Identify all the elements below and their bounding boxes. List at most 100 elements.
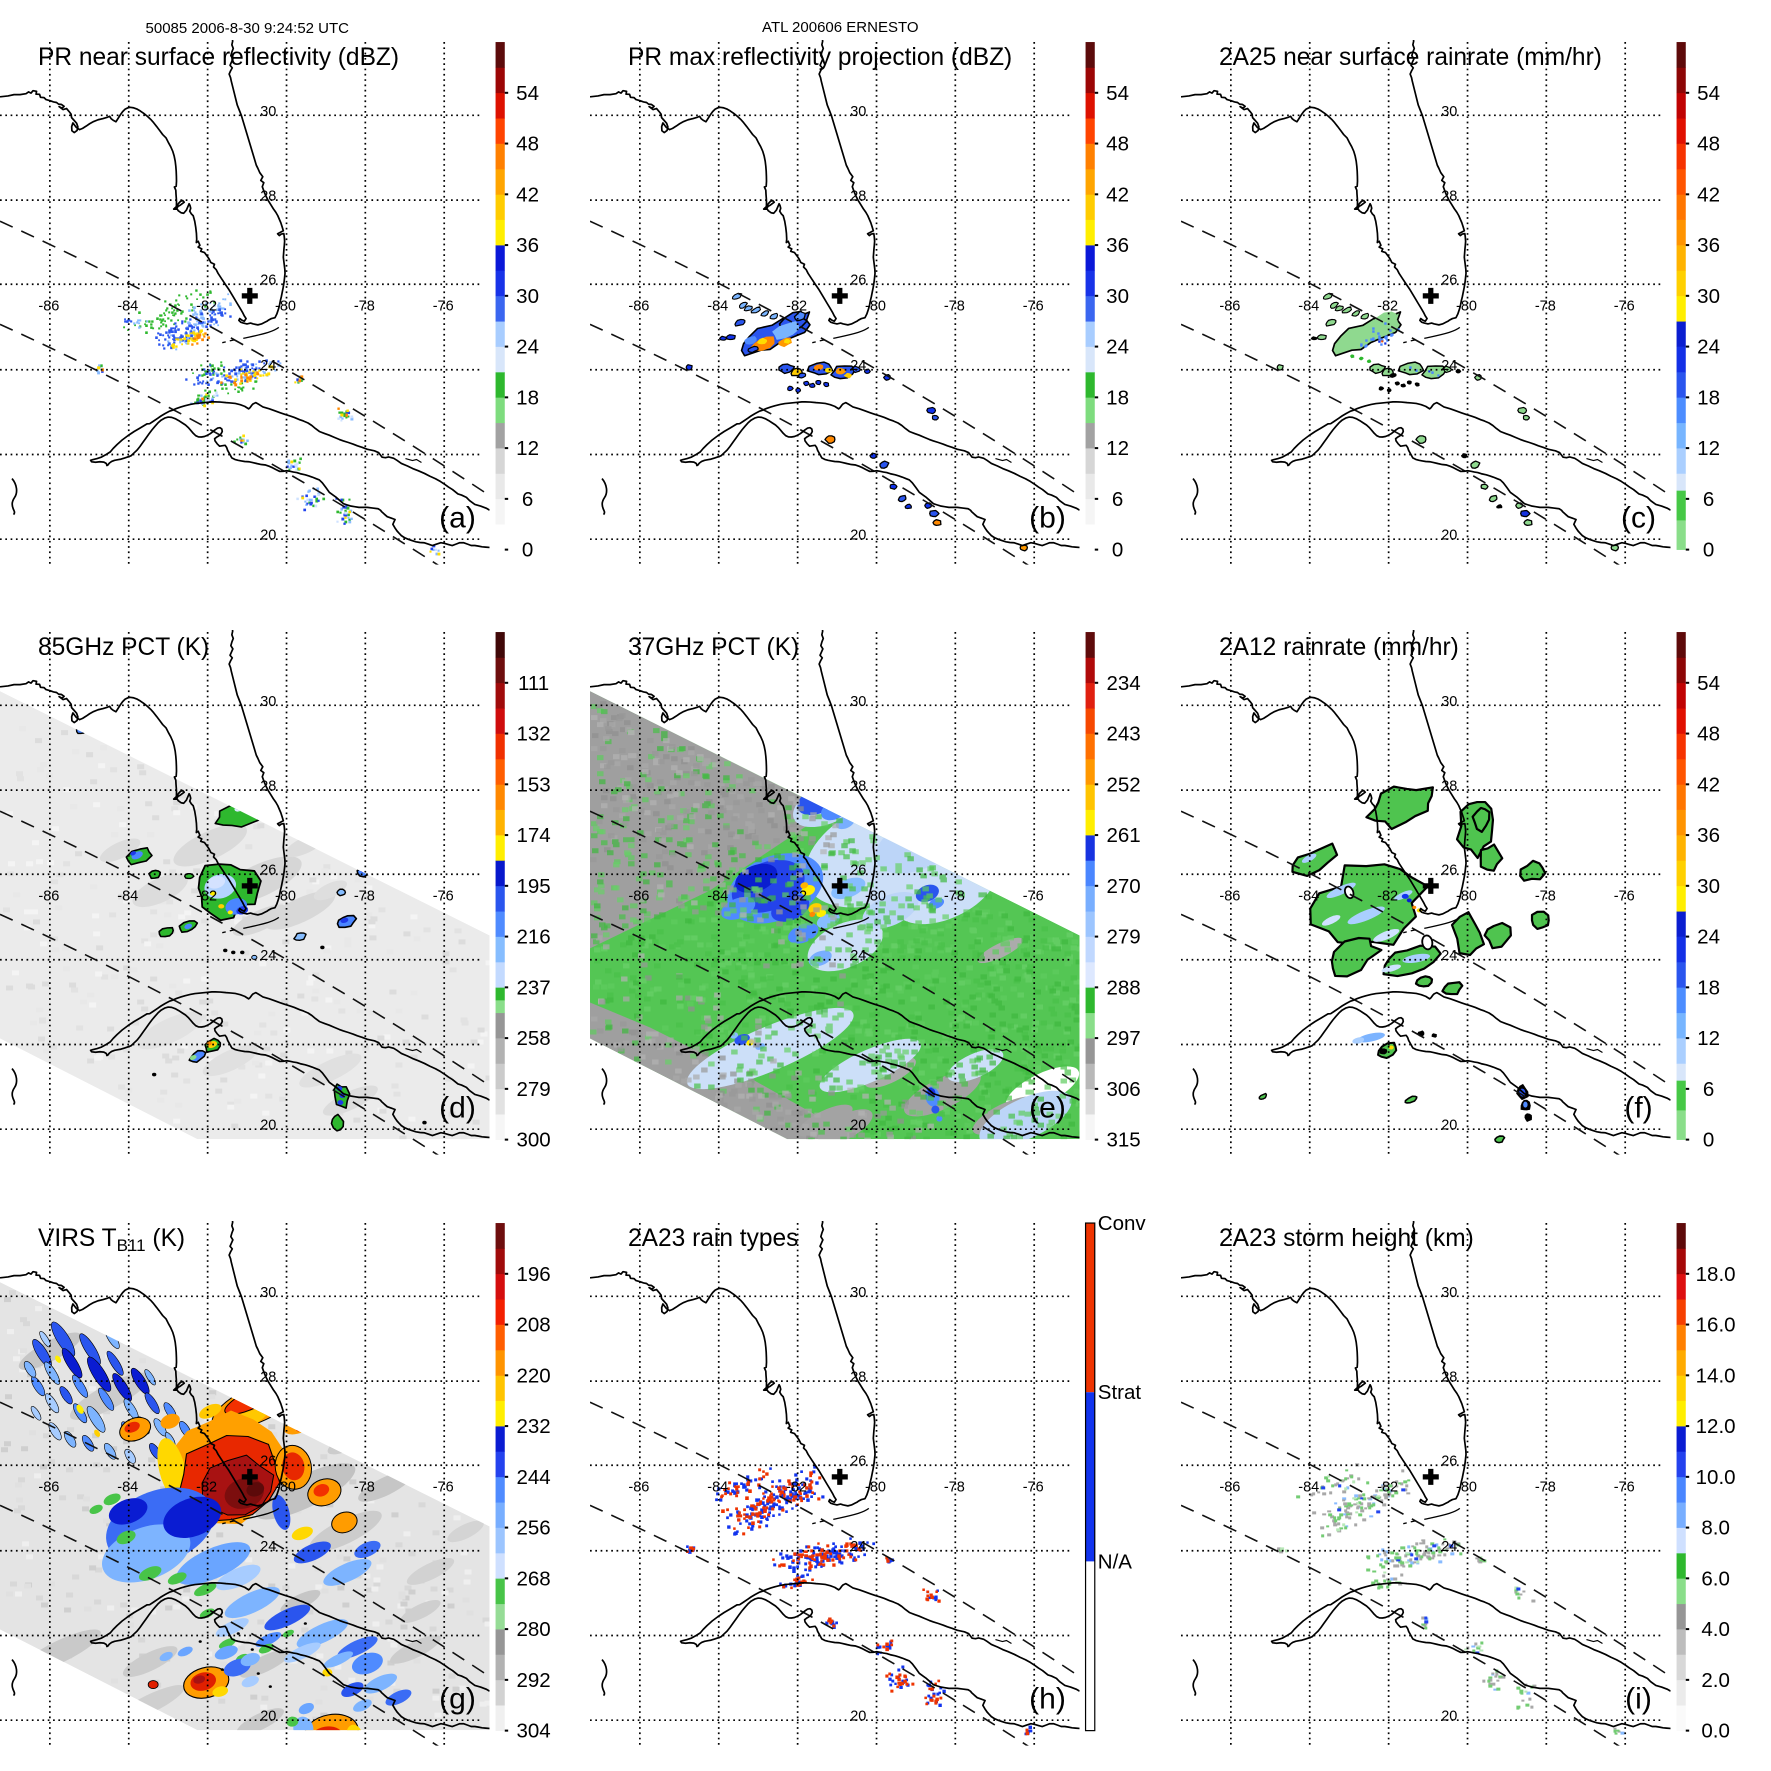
svg-text:30: 30 [260,694,276,710]
svg-text:111: 111 [518,672,549,695]
svg-text:(c): (c) [1621,502,1656,535]
svg-text:36: 36 [1697,824,1720,847]
svg-text:26: 26 [260,1454,276,1470]
svg-text:-84: -84 [707,888,728,904]
svg-text:18: 18 [1697,976,1720,999]
svg-text:244: 244 [516,1466,550,1489]
svg-text:28: 28 [850,779,866,795]
svg-text:196: 196 [516,1263,550,1286]
svg-text:-84: -84 [117,298,138,314]
svg-text:-86: -86 [1219,298,1240,314]
svg-text:8.0: 8.0 [1701,1517,1730,1540]
svg-text:54: 54 [1697,672,1720,695]
svg-text:-76: -76 [1614,1479,1635,1495]
svg-text:-80: -80 [1456,888,1477,904]
svg-text:2A25 near surface rainrate (mm: 2A25 near surface rainrate (mm/hr) [1219,44,1602,71]
svg-text:252: 252 [1106,773,1140,796]
svg-text:28: 28 [260,779,276,795]
svg-text:48: 48 [516,133,539,156]
svg-text:48: 48 [1106,133,1129,156]
svg-text:24: 24 [1697,336,1720,359]
svg-text:(b): (b) [1029,502,1066,535]
svg-text:-78: -78 [1535,888,1556,904]
svg-text:-78: -78 [354,888,375,904]
svg-text:2.0: 2.0 [1701,1669,1730,1692]
svg-text:20: 20 [260,528,276,544]
svg-text:20: 20 [260,1118,276,1134]
svg-text:(e): (e) [1029,1092,1066,1125]
svg-text:VIRS TB11 (K): VIRS TB11 (K) [38,1225,185,1255]
svg-text:28: 28 [260,189,276,205]
svg-text:18: 18 [1106,386,1129,409]
svg-text:48: 48 [1697,723,1720,746]
svg-text:28: 28 [850,1370,866,1386]
svg-text:20: 20 [1441,528,1457,544]
svg-text:42: 42 [1697,773,1720,796]
svg-text:54: 54 [516,82,539,105]
svg-text:-82: -82 [196,298,217,314]
svg-text:-80: -80 [275,298,296,314]
svg-text:N/A: N/A [1098,1550,1133,1573]
svg-text:6: 6 [1703,1078,1714,1101]
svg-text:300: 300 [516,1129,550,1152]
svg-text:30: 30 [1441,694,1457,710]
svg-text:26: 26 [1441,863,1457,879]
svg-text:PR max reflectivity projection: PR max reflectivity projection (dBZ) [628,44,1012,71]
svg-text:24: 24 [260,358,276,374]
svg-text:36: 36 [1697,234,1720,257]
svg-text:304: 304 [516,1720,550,1743]
svg-text:-86: -86 [628,1479,649,1495]
svg-text:-78: -78 [944,298,965,314]
svg-text:26: 26 [1441,1454,1457,1470]
svg-text:20: 20 [850,1118,866,1134]
svg-text:-76: -76 [1614,298,1635,314]
svg-text:-78: -78 [944,888,965,904]
svg-text:36: 36 [516,234,539,257]
svg-text:14.0: 14.0 [1696,1364,1736,1387]
svg-text:16.0: 16.0 [1696,1314,1736,1337]
svg-text:-86: -86 [1219,888,1240,904]
svg-text:30: 30 [516,285,539,308]
svg-text:-76: -76 [1023,1479,1044,1495]
svg-text:-78: -78 [354,298,375,314]
svg-text:232: 232 [516,1415,550,1438]
svg-text:-82: -82 [786,888,807,904]
svg-text:(h): (h) [1029,1683,1066,1716]
svg-text:24: 24 [850,948,866,964]
svg-text:261: 261 [1106,824,1140,847]
svg-text:-80: -80 [275,888,296,904]
svg-text:-76: -76 [433,298,454,314]
svg-text:-80: -80 [1456,298,1477,314]
svg-text:4.0: 4.0 [1701,1618,1730,1641]
svg-text:28: 28 [1441,779,1457,795]
svg-text:315: 315 [1106,1129,1140,1152]
svg-text:-82: -82 [1377,888,1398,904]
svg-text:195: 195 [516,875,550,898]
svg-text:48: 48 [1697,133,1720,156]
svg-text:-82: -82 [786,298,807,314]
svg-text:24: 24 [1441,1539,1457,1555]
svg-text:2A23 rain types: 2A23 rain types [628,1225,798,1252]
svg-text:279: 279 [516,1078,550,1101]
svg-text:24: 24 [516,336,539,359]
svg-text:-80: -80 [275,1479,296,1495]
svg-text:-82: -82 [1377,298,1398,314]
svg-text:0: 0 [1112,539,1123,562]
svg-text:280: 280 [516,1618,550,1641]
svg-text:-78: -78 [1535,298,1556,314]
svg-text:(d): (d) [439,1092,476,1125]
svg-text:220: 220 [516,1364,550,1387]
svg-text:ATL 200606 ERNESTO: ATL 200606 ERNESTO [762,19,918,36]
svg-text:297: 297 [1106,1027,1140,1050]
svg-text:-82: -82 [196,1479,217,1495]
svg-text:-80: -80 [865,298,886,314]
svg-text:256: 256 [516,1517,550,1540]
svg-text:153: 153 [516,773,550,796]
svg-text:26: 26 [1441,273,1457,289]
svg-text:-86: -86 [628,298,649,314]
svg-text:28: 28 [1441,1370,1457,1386]
svg-text:208: 208 [516,1314,550,1337]
svg-text:42: 42 [516,183,539,206]
svg-text:30: 30 [260,104,276,120]
svg-text:20: 20 [850,1709,866,1725]
